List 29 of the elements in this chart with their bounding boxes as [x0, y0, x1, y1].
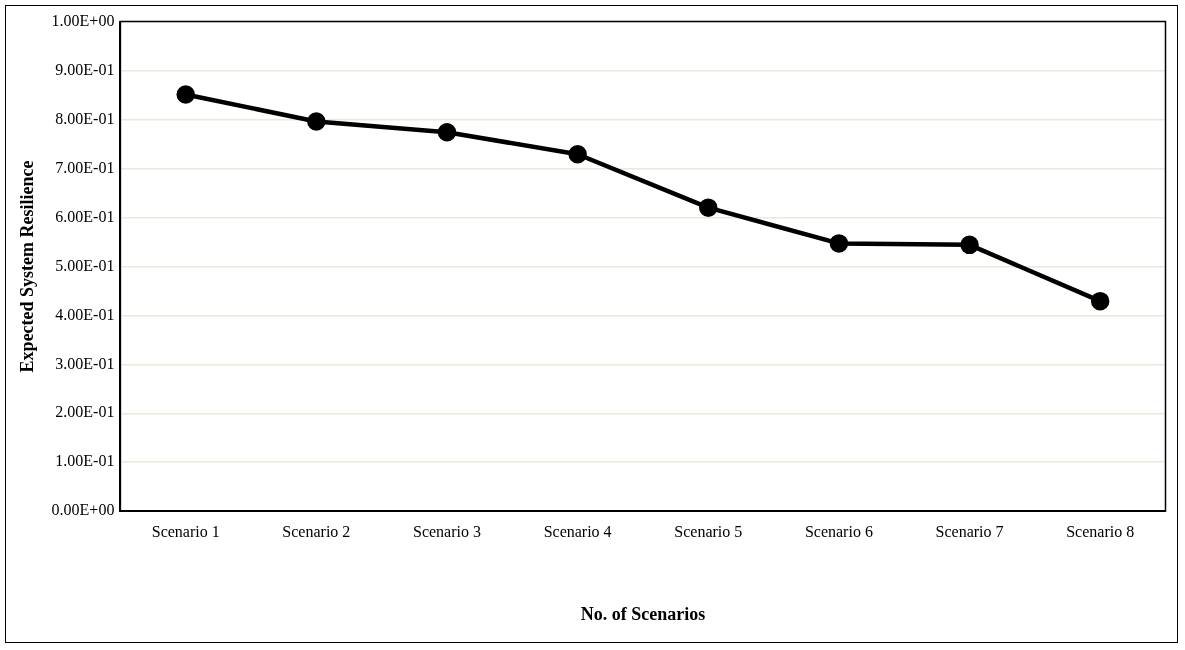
y-tick-label: 7.00E-01 [55, 158, 115, 176]
x-tick-label: Scenario 1 [151, 523, 220, 540]
y-tick-label: 4.00E-01 [55, 305, 115, 323]
y-axis-title: Expected System Resilience [17, 160, 38, 373]
y-tick-label: 1.00E+00 [51, 11, 115, 29]
y-tick-label: 3.00E-01 [55, 354, 115, 372]
x-tick-label: Scenario 8 [1066, 523, 1135, 540]
point [960, 235, 979, 255]
point [176, 85, 195, 104]
point [829, 234, 849, 253]
y-tick-label: 6.00E-01 [55, 207, 115, 225]
y-tick-label: 8.00E-01 [55, 109, 115, 127]
x-tick-label: Scenario 6 [804, 523, 873, 540]
point [1090, 291, 1110, 311]
point [437, 123, 457, 142]
x-tick-label: Scenario 5 [674, 523, 743, 540]
x-tick-label: Scenario 7 [935, 523, 1004, 540]
y-tick-label: 1.00E-01 [55, 452, 115, 470]
x-axis-title: No. of Scenarios [580, 603, 706, 624]
y-tick-label: 2.00E-01 [55, 403, 115, 421]
point [699, 198, 718, 217]
y-tick-label: 0.00E+00 [51, 501, 115, 519]
x-tick-label: Scenario 2 [282, 523, 351, 540]
y-tick-label: 5.00E-01 [55, 256, 115, 274]
point [568, 145, 587, 164]
point [307, 112, 326, 131]
x-tick-label: Scenario 4 [543, 523, 612, 540]
x-tick-label: Scenario 3 [413, 523, 481, 540]
y-tick-label: 9.00E-01 [55, 60, 115, 78]
